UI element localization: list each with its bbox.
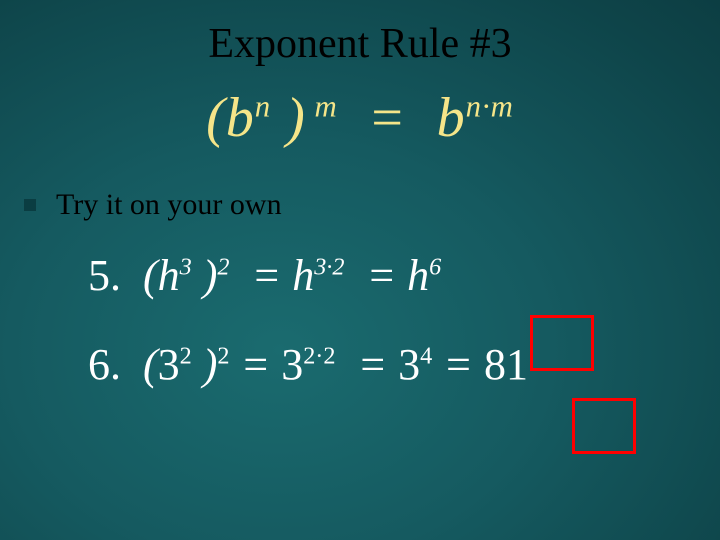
bullet-row: Try it on your own bbox=[24, 188, 720, 222]
examples-block: 5. (h3 )2 = h3·2 = h6 6. (32 )2 = 32·2 =… bbox=[88, 250, 720, 390]
bullet-icon bbox=[24, 199, 36, 211]
example-6: 6. (32 )2 = 32·2 = 34 = 81 bbox=[88, 339, 720, 390]
bullet-text: Try it on your own bbox=[56, 188, 282, 222]
ex5-base: h bbox=[158, 251, 180, 300]
power-rule-formula: (bn ) m = bn·m bbox=[0, 86, 720, 150]
ex6-mid-exp: 2·2 bbox=[303, 342, 335, 369]
ex6-mid-base: 3 bbox=[281, 340, 303, 389]
ex6-outer-exp: 2 bbox=[217, 342, 229, 369]
ex5-mid-exp: 3·2 bbox=[314, 253, 344, 280]
ex6-number: 6. bbox=[88, 340, 121, 389]
lhs-base: b bbox=[226, 87, 255, 149]
ex6-final: 81 bbox=[484, 340, 528, 389]
example-5: 5. (h3 )2 = h3·2 = h6 bbox=[88, 250, 720, 301]
ex6-base: 3 bbox=[158, 340, 180, 389]
ex5-number: 5. bbox=[88, 251, 121, 300]
rhs-exp: n·m bbox=[466, 89, 514, 123]
rhs-base: b bbox=[437, 87, 466, 149]
highlight-box-2 bbox=[572, 398, 636, 454]
lhs-inner-exp: n bbox=[255, 89, 271, 123]
ex5-outer-exp: 2 bbox=[217, 253, 229, 280]
ex5-inner-exp: 3 bbox=[180, 253, 192, 280]
ex6-inner-exp: 2 bbox=[180, 342, 192, 369]
ex6-mid2-base: 3 bbox=[398, 340, 420, 389]
ex6-mid2-exp: 4 bbox=[420, 342, 432, 369]
lhs-outer-exp: m bbox=[315, 89, 338, 123]
highlight-box-1 bbox=[530, 315, 594, 371]
ex5-mid-base: h bbox=[292, 251, 314, 300]
slide-title: Exponent Rule #3 bbox=[0, 0, 720, 68]
ex5-final-exp: 6 bbox=[429, 253, 441, 280]
ex5-final-base: h bbox=[407, 251, 429, 300]
